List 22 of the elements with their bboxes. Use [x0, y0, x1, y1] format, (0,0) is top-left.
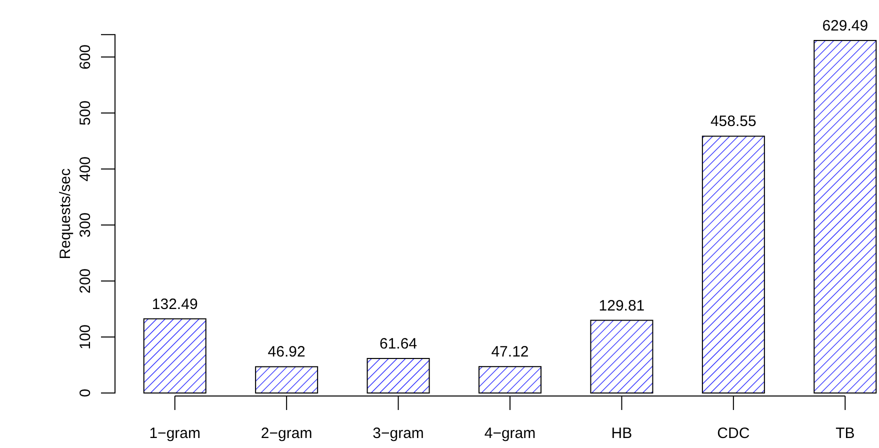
- y-axis-title: Requests/sec: [57, 168, 74, 260]
- y-tick-label: 100: [77, 324, 94, 350]
- data-label: 458.55: [710, 113, 756, 130]
- x-tick-label: 3−gram: [372, 425, 424, 442]
- y-tick-label: 600: [77, 44, 94, 70]
- data-label: 46.92: [268, 344, 306, 361]
- y-tick-label: 400: [77, 156, 94, 182]
- data-label: 61.64: [380, 335, 418, 352]
- y-tick-label: 200: [77, 268, 94, 294]
- x-tick-label: 2−gram: [260, 425, 312, 442]
- x-tick-label: CDC: [717, 425, 750, 442]
- x-tick-label: TB: [836, 425, 855, 442]
- data-label: 129.81: [598, 297, 645, 314]
- data-label: 629.49: [822, 17, 868, 34]
- y-tick-label: 300: [77, 212, 94, 238]
- data-label: 132.49: [152, 296, 198, 313]
- x-tick-label: 1−gram: [149, 425, 200, 442]
- y-tick-label: 0: [77, 388, 94, 398]
- y-tick-label: 500: [77, 100, 94, 126]
- data-label: 47.12: [491, 344, 529, 361]
- x-tick-label: HB: [611, 425, 632, 442]
- x-tick-label: 4−gram: [484, 425, 536, 442]
